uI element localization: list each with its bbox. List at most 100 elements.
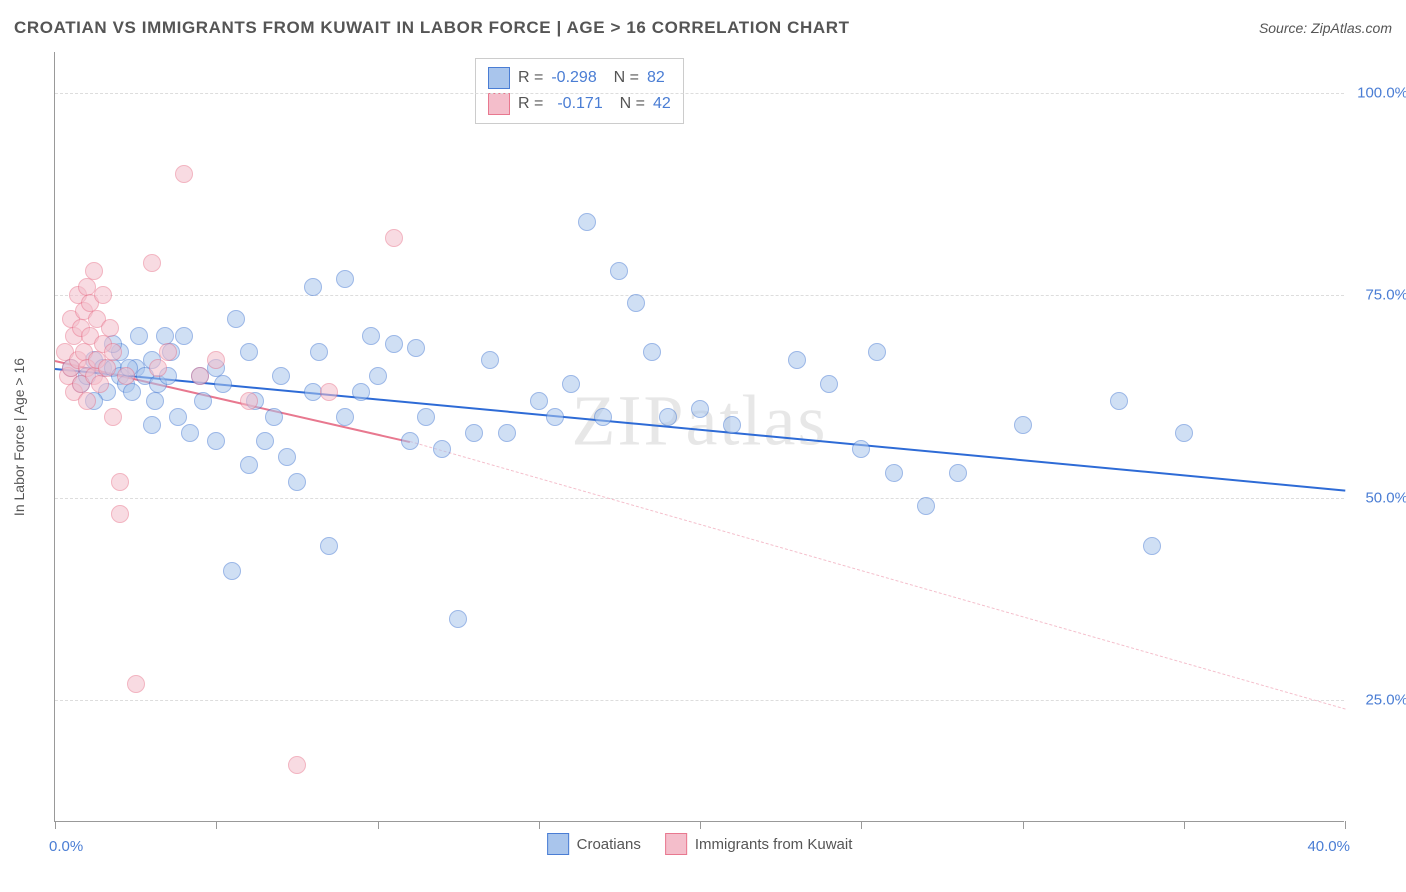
data-point — [288, 473, 306, 491]
data-point — [304, 278, 322, 296]
gridline — [55, 498, 1344, 499]
data-point — [181, 424, 199, 442]
swatch-croatians-icon — [488, 67, 510, 89]
legend-label: Croatians — [577, 836, 641, 853]
data-point — [288, 756, 306, 774]
data-point — [143, 254, 161, 272]
x-tick — [1184, 821, 1185, 829]
data-point — [146, 392, 164, 410]
data-point — [723, 416, 741, 434]
data-point — [169, 408, 187, 426]
data-point — [362, 327, 380, 345]
data-point — [78, 392, 96, 410]
stats-legend: R = -0.298 N = 82 R = -0.171 N = 42 — [475, 58, 684, 124]
trend-line — [410, 441, 1346, 709]
data-point — [417, 408, 435, 426]
stats-n-label: N = — [605, 65, 639, 91]
swatch-kuwait-icon — [665, 833, 687, 855]
data-point — [885, 464, 903, 482]
data-point — [91, 375, 109, 393]
source-label: Source: ZipAtlas.com — [1259, 20, 1392, 36]
data-point — [265, 408, 283, 426]
y-tick-label: 100.0% — [1357, 84, 1406, 101]
data-point — [433, 440, 451, 458]
data-point — [691, 400, 709, 418]
data-point — [240, 343, 258, 361]
data-point — [272, 367, 290, 385]
y-axis-label: In Labor Force | Age > 16 — [11, 357, 27, 515]
x-tick — [539, 821, 540, 829]
swatch-kuwait-icon — [488, 93, 510, 115]
data-point — [85, 262, 103, 280]
stats-r-label: R = — [518, 65, 543, 91]
y-tick-label: 50.0% — [1365, 489, 1406, 506]
data-point — [546, 408, 564, 426]
stats-r-label: R = — [518, 91, 543, 117]
y-tick-label: 75.0% — [1365, 287, 1406, 304]
data-point — [240, 456, 258, 474]
gridline — [55, 93, 1344, 94]
data-point — [336, 408, 354, 426]
x-tick — [1023, 821, 1024, 829]
data-point — [1014, 416, 1032, 434]
data-point — [562, 375, 580, 393]
data-point — [578, 213, 596, 231]
data-point — [385, 229, 403, 247]
data-point — [820, 375, 838, 393]
data-point — [101, 319, 119, 337]
data-point — [407, 339, 425, 357]
data-point — [104, 343, 122, 361]
chart-title: CROATIAN VS IMMIGRANTS FROM KUWAIT IN LA… — [14, 18, 850, 38]
data-point — [175, 327, 193, 345]
data-point — [465, 424, 483, 442]
data-point — [240, 392, 258, 410]
data-point — [159, 343, 177, 361]
legend-item-kuwait: Immigrants from Kuwait — [665, 833, 853, 855]
data-point — [481, 351, 499, 369]
x-tick — [378, 821, 379, 829]
data-point — [278, 448, 296, 466]
data-point — [194, 392, 212, 410]
data-point — [868, 343, 886, 361]
data-point — [98, 359, 116, 377]
data-point — [227, 310, 245, 328]
data-point — [498, 424, 516, 442]
data-point — [223, 562, 241, 580]
data-point — [127, 675, 145, 693]
data-point — [369, 367, 387, 385]
stats-n-label: N = — [611, 91, 645, 117]
data-point — [385, 335, 403, 353]
data-point — [214, 375, 232, 393]
data-point — [659, 408, 677, 426]
stats-n-val-1: 42 — [653, 91, 671, 117]
data-point — [310, 343, 328, 361]
x-tick — [700, 821, 701, 829]
swatch-croatians-icon — [547, 833, 569, 855]
data-point — [123, 383, 141, 401]
data-point — [594, 408, 612, 426]
plot-area: In Labor Force | Age > 16 ZIPatlas R = -… — [54, 52, 1344, 822]
bottom-legend: Croatians Immigrants from Kuwait — [547, 833, 853, 855]
data-point — [320, 383, 338, 401]
legend-label: Immigrants from Kuwait — [695, 836, 853, 853]
data-point — [627, 294, 645, 312]
x-tick — [1345, 821, 1346, 829]
data-point — [1110, 392, 1128, 410]
data-point — [917, 497, 935, 515]
data-point — [149, 359, 167, 377]
gridline — [55, 295, 1344, 296]
data-point — [104, 408, 122, 426]
title-row: CROATIAN VS IMMIGRANTS FROM KUWAIT IN LA… — [14, 18, 1392, 38]
x-tick — [861, 821, 862, 829]
data-point — [852, 440, 870, 458]
data-point — [207, 351, 225, 369]
data-point — [610, 262, 628, 280]
chart-container: CROATIAN VS IMMIGRANTS FROM KUWAIT IN LA… — [0, 0, 1406, 892]
data-point — [1175, 424, 1193, 442]
data-point — [336, 270, 354, 288]
data-point — [175, 165, 193, 183]
data-point — [130, 327, 148, 345]
stats-r-val-0: -0.298 — [551, 65, 596, 91]
y-tick-label: 25.0% — [1365, 692, 1406, 709]
stats-n-val-0: 82 — [647, 65, 665, 91]
